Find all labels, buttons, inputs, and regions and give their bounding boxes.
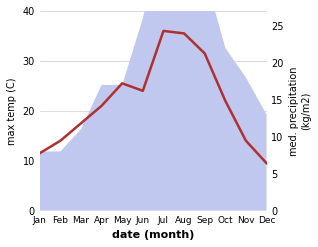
X-axis label: date (month): date (month) bbox=[112, 230, 194, 240]
Y-axis label: max temp (C): max temp (C) bbox=[7, 77, 17, 144]
Y-axis label: med. precipitation
(kg/m2): med. precipitation (kg/m2) bbox=[289, 66, 311, 156]
